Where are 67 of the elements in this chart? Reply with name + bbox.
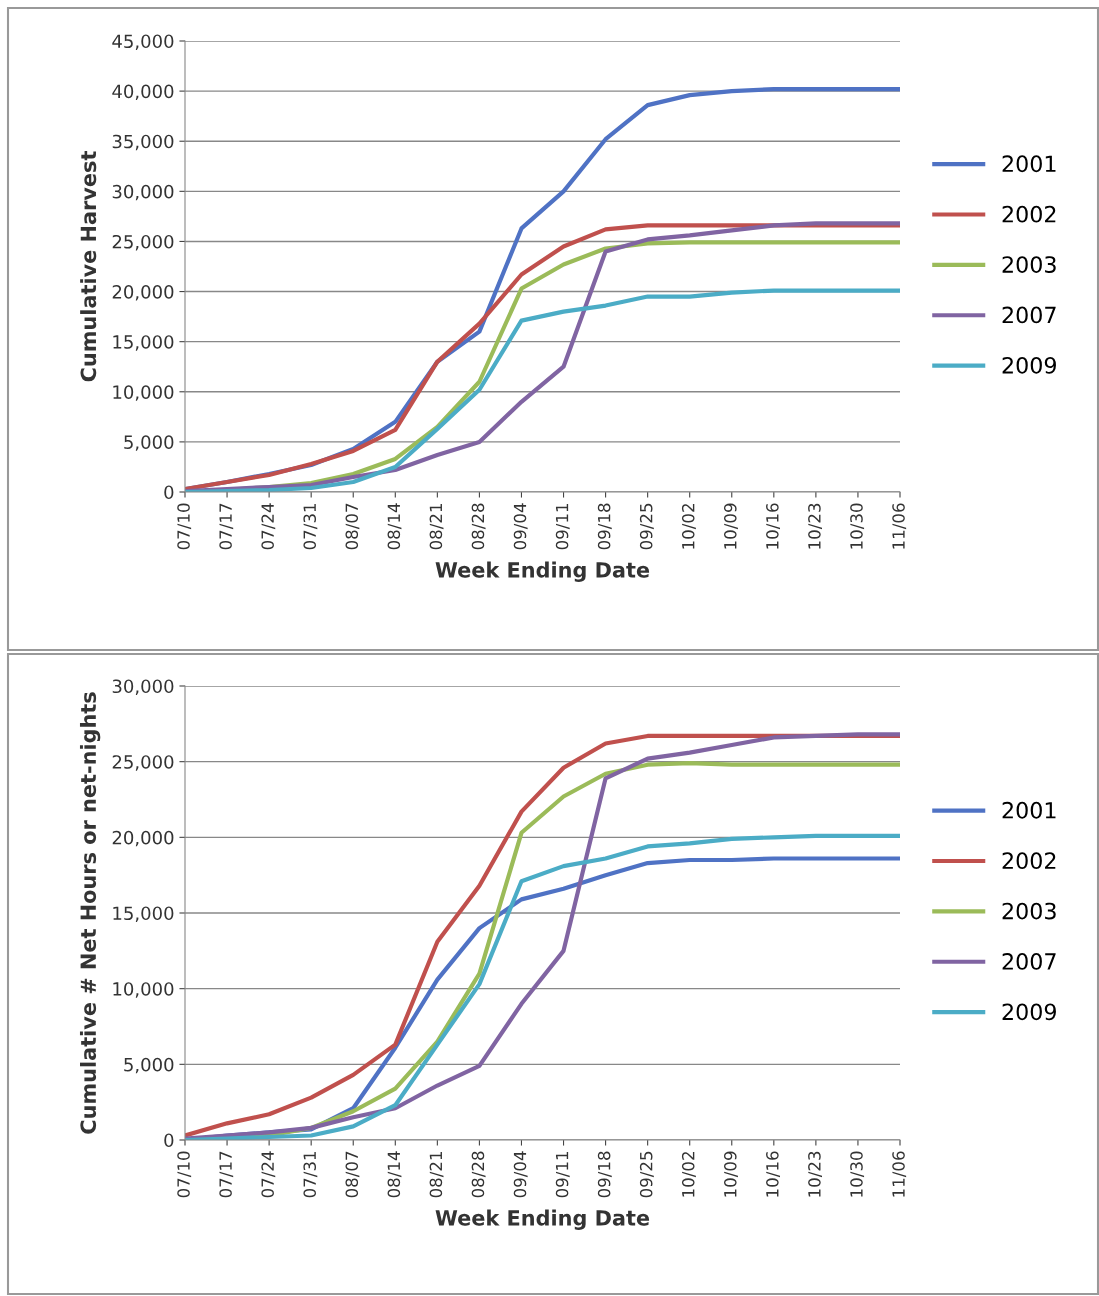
y-axis-title: Cumulative # Net Hours or net-nights <box>79 692 101 1134</box>
x-tick-label: 10/09 <box>723 503 738 549</box>
x-axis-title: Week Ending Date <box>435 561 650 582</box>
legend-label: 2007 <box>1002 953 1056 970</box>
x-tick-label: 08/28 <box>471 503 486 550</box>
x-tick-label: 09/25 <box>639 1151 654 1198</box>
y-tick-label: 45,000 <box>112 34 174 50</box>
x-tick-label: 09/25 <box>639 503 654 550</box>
x-tick-label: 09/11 <box>555 503 570 550</box>
y-tick-label: 40,000 <box>112 84 174 101</box>
x-tick-label: 11/06 <box>892 1151 907 1197</box>
x-tick-label: 08/14 <box>387 1151 402 1198</box>
y-tick-label: 10,000 <box>113 385 174 401</box>
y-tick-label: 0 <box>164 485 174 500</box>
legend-label: 2003 <box>1002 256 1056 273</box>
x-tick-label: 10/30 <box>850 1151 865 1197</box>
y-tick-label: 10,000 <box>113 982 174 998</box>
x-tick-label: 08/07 <box>345 1151 360 1198</box>
y-tick-label: 20,000 <box>112 285 174 301</box>
x-tick-label: 10/16 <box>766 1151 780 1197</box>
y-tick-label: 35,000 <box>112 134 174 151</box>
x-tick-label: 10/23 <box>808 1151 823 1197</box>
y-tick-label: 30,000 <box>112 679 174 695</box>
x-tick-label: 07/10 <box>177 1151 192 1198</box>
x-tick-label: 07/17 <box>219 503 234 550</box>
x-tick-label: 09/18 <box>597 1151 612 1198</box>
x-tick-label: 08/14 <box>387 503 402 550</box>
y-tick-label: 5,000 <box>124 435 174 451</box>
x-tick-label: 10/02 <box>681 504 696 549</box>
x-tick-label: 10/02 <box>681 1152 696 1197</box>
x-tick-label: 07/17 <box>219 1151 234 1198</box>
y-tick-label: 20,000 <box>112 830 174 847</box>
y-tick-label: 5,000 <box>124 1057 174 1074</box>
legend-label: 2009 <box>1002 1003 1056 1021</box>
x-tick-label: 10/30 <box>850 503 865 549</box>
x-tick-label: 11/06 <box>892 503 907 549</box>
x-tick-label: 07/31 <box>303 1151 318 1198</box>
x-axis-title: Week Ending Date <box>435 1209 650 1230</box>
x-tick-label: 09/11 <box>555 1151 570 1198</box>
y-tick-label: 25,000 <box>112 755 174 771</box>
legend-label: 2002 <box>1002 852 1056 870</box>
legend-label: 2002 <box>1002 205 1056 223</box>
x-tick-label: 08/28 <box>471 1151 486 1198</box>
legend-label: 2001 <box>1002 801 1056 819</box>
x-tick-label: 08/21 <box>429 1151 444 1198</box>
y-axis-title: Cumulative Harvest <box>80 151 97 382</box>
x-tick-label: 09/04 <box>513 503 528 550</box>
legend-label: 2009 <box>1002 356 1056 374</box>
x-tick-label: 07/24 <box>261 503 276 550</box>
y-tick-label: 15,000 <box>113 906 174 922</box>
legend-label: 2001 <box>1002 155 1056 173</box>
x-tick-label: 08/21 <box>429 503 444 550</box>
y-tick-label: 30,000 <box>112 184 174 201</box>
legend-label: 2007 <box>1002 306 1056 324</box>
legend-label: 2003 <box>1002 902 1056 920</box>
x-tick-label: 08/07 <box>345 503 360 550</box>
x-tick-label: 07/10 <box>177 503 192 550</box>
x-tick-label: 10/09 <box>723 1151 738 1197</box>
y-tick-label: 15,000 <box>113 335 174 351</box>
x-tick-label: 10/16 <box>766 503 780 549</box>
x-tick-label: 07/31 <box>303 503 318 550</box>
y-tick-label: 25,000 <box>112 234 174 251</box>
x-tick-label: 07/24 <box>261 1151 276 1198</box>
x-tick-label: 10/23 <box>808 503 823 549</box>
x-tick-label: 09/18 <box>597 503 612 550</box>
y-tick-label: 0 <box>164 1133 174 1148</box>
x-tick-label: 09/04 <box>513 1151 528 1198</box>
